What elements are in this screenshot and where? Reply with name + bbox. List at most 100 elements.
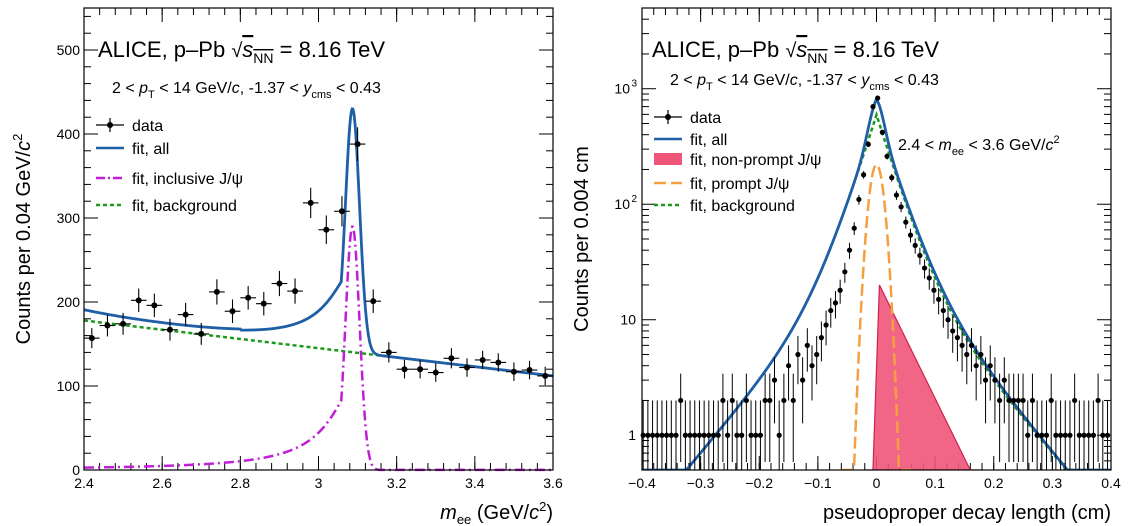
data-point [846,247,853,253]
data-point [687,432,693,438]
left-kinematic-selection: 2 < pT < 14 GeV/c, -1.37 < ycms < 0.43 [112,80,381,101]
data-point [464,364,471,371]
data-point [743,397,749,404]
data-point [767,397,773,404]
data-point [198,330,205,337]
data-point [724,432,731,438]
jpsi-fit-curve [83,225,553,472]
right-mass-window: 2.4 < mee < 3.6 GeV/c2 [898,134,1060,158]
data-point [1015,397,1021,404]
data-point [921,265,928,271]
y-tick-label: 300 [57,210,81,226]
data-point [1090,432,1097,438]
data-point [931,287,937,293]
data-point [479,356,486,363]
data-point [1043,432,1050,438]
data-point [720,397,726,404]
data-point [832,300,839,306]
data-point [1025,432,1031,438]
data-point [800,377,806,383]
data-point [973,363,979,369]
data-point [898,204,904,210]
data-point [668,432,674,438]
x-tick-label: 0 [873,475,881,491]
legend-data-label: data [132,118,163,135]
y-tick-label: 100 [57,378,81,394]
x-tick-label: 3.2 [387,475,407,491]
data-point [692,432,698,438]
data-point [950,328,956,334]
legend-nonprompt-swatch [654,153,682,165]
data-point [936,296,942,302]
data-point [884,153,890,159]
legend-prompt-label: fit, prompt J/ψ [690,176,789,193]
data-point [842,269,848,275]
data-point [912,242,918,249]
data-point [1100,432,1106,438]
data-point [120,320,127,327]
data-point [417,366,424,373]
data-point [875,95,881,101]
data-point [213,288,220,295]
data-point [879,129,885,135]
x-tick-label: 0.3 [1043,475,1063,491]
data-point [696,432,703,438]
data-point [307,199,314,206]
data-point [734,432,740,438]
data-point [748,432,754,438]
data-point [448,355,455,362]
data-point [781,397,787,404]
data-point [338,208,345,215]
data-point [664,432,670,438]
x-tick-label: 2.6 [152,475,172,491]
x-tick-label: 3.4 [465,475,485,491]
data-point [1086,432,1092,438]
data-point [865,141,871,147]
data-point [771,377,778,383]
data-point [654,432,660,438]
data-point [1067,432,1073,438]
data-point [510,368,517,375]
data-point [889,175,895,181]
data-point [323,226,330,233]
y-tick-label: 10 [620,312,636,328]
y-tick-label: 10 [614,196,630,212]
data-point [795,351,801,358]
data-point [682,432,688,438]
data-point [1039,432,1045,438]
legend-fit-all-label: fit, all [132,141,169,158]
data-point [88,335,95,342]
legend-fit-all-label: fit, all [690,132,727,149]
data-point [893,192,900,198]
data-point [1095,397,1101,404]
data-point [945,317,951,323]
data-point [401,366,408,373]
data-point [818,335,824,341]
data-point [776,432,782,438]
left-legend: data fit, all fit, inclusive J/ψ fit, ba… [96,118,243,215]
legend-fit-jpsi-label: fit, inclusive J/ψ [132,171,243,188]
data-point [673,432,679,438]
data-point [706,432,712,438]
data-point [104,322,111,329]
data-point [851,225,857,231]
data-point [856,196,862,203]
data-point [790,397,796,404]
data-point [907,232,914,238]
legend-bkg-label: fit, background [690,198,795,215]
data-point [678,397,684,404]
data-point [753,432,759,438]
data-point [1076,432,1082,438]
x-tick-label: 2.8 [231,475,251,491]
data-point [903,219,909,225]
data-point [1029,397,1036,404]
right-kinematic-selection: 2 < pT < 14 GeV/c, -1.37 < ycms < 0.43 [670,72,939,93]
y-tick-label: 200 [57,294,81,310]
data-point [1062,432,1068,438]
data-point [701,432,707,438]
data-point [1081,432,1087,438]
data-point [260,300,267,307]
x-tick-label: −0.4 [628,475,656,491]
x-tick-label: −0.3 [687,475,715,491]
